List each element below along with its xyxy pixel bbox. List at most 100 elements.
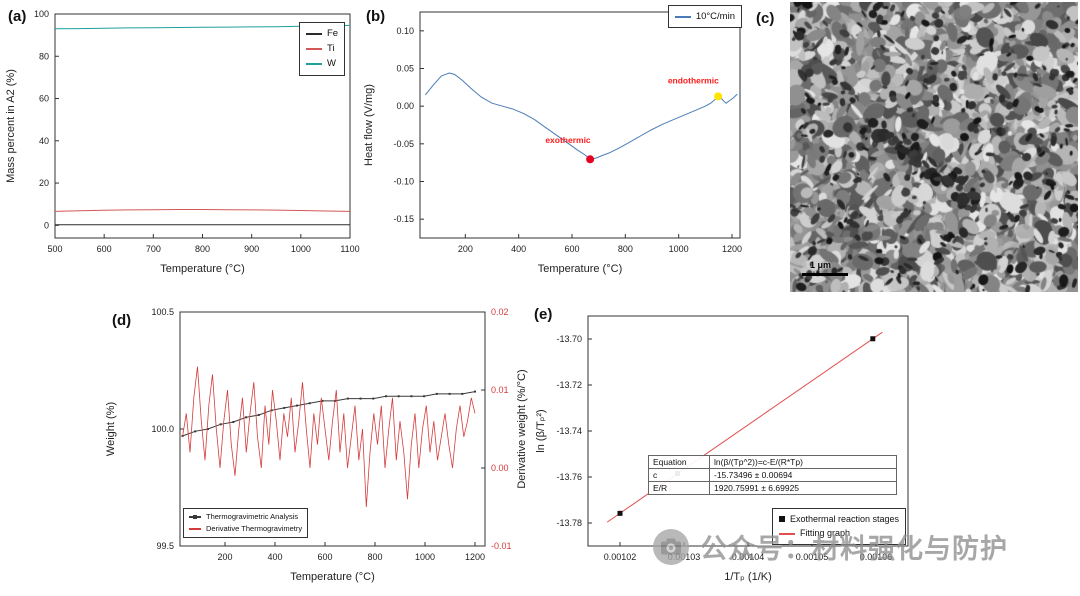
legend-item: Thermogravimetric Analysis bbox=[189, 511, 302, 523]
svg-text:800: 800 bbox=[618, 244, 633, 254]
svg-text:60: 60 bbox=[39, 94, 49, 104]
svg-text:Temperature (°C): Temperature (°C) bbox=[290, 571, 374, 583]
table-cell: -15.73496 ± 0.00694 bbox=[709, 468, 897, 482]
svg-text:0: 0 bbox=[44, 220, 49, 230]
svg-text:-13.74: -13.74 bbox=[556, 426, 582, 436]
legend-panel-e: Exothermal reaction stages Fitting graph bbox=[771, 508, 906, 545]
svg-text:80: 80 bbox=[39, 51, 49, 61]
svg-text:1200: 1200 bbox=[722, 244, 742, 254]
svg-text:1/Tₚ (1/K): 1/Tₚ (1/K) bbox=[724, 571, 772, 583]
svg-text:0.00106: 0.00106 bbox=[860, 552, 893, 562]
legend-marker bbox=[306, 62, 322, 65]
svg-text:-0.01: -0.01 bbox=[491, 541, 512, 551]
legend-item: Exothermal reaction stages bbox=[778, 512, 899, 526]
svg-text:100.5: 100.5 bbox=[151, 307, 174, 317]
svg-text:Weight (%): Weight (%) bbox=[105, 402, 117, 456]
table-cell: ln(β/(Tp^2))=c-E/(R*Tp) bbox=[709, 455, 897, 469]
legend-marker bbox=[778, 532, 795, 535]
micrograph-panel: 1 μm bbox=[790, 2, 1078, 292]
svg-text:0.00: 0.00 bbox=[491, 463, 509, 473]
svg-text:Mass percent in A2 (%): Mass percent in A2 (%) bbox=[5, 69, 17, 183]
panel-b-label: (b) bbox=[366, 8, 386, 25]
legend-marker bbox=[778, 516, 785, 523]
svg-text:exothermic: exothermic bbox=[545, 135, 591, 145]
svg-text:0.10: 0.10 bbox=[396, 26, 414, 36]
scale-bar-line bbox=[802, 273, 848, 276]
legend-marker bbox=[306, 32, 322, 35]
legend-label: Exothermal reaction stages bbox=[789, 514, 899, 524]
legend-item: W bbox=[306, 56, 338, 71]
legend-item: Ti bbox=[306, 41, 338, 56]
legend-marker bbox=[674, 15, 691, 18]
svg-text:20: 20 bbox=[39, 178, 49, 188]
svg-text:100: 100 bbox=[34, 9, 49, 19]
legend-label: Thermogravimetric Analysis bbox=[206, 512, 299, 521]
watermark-text: 公众号：材料强化与防护 bbox=[700, 534, 1008, 564]
chart-d-thermogravimetry: 200 400 600 800 1000 1200 99.5 100.0 100.5 -0.01 0… bbox=[105, 307, 528, 583]
panel-c-label: (c) bbox=[756, 10, 775, 27]
svg-text:200: 200 bbox=[217, 552, 232, 562]
svg-text:0.00: 0.00 bbox=[396, 101, 414, 111]
table-cell: c bbox=[648, 468, 710, 482]
legend-item: Fe bbox=[306, 26, 338, 41]
legend-label: Fitting graph bbox=[799, 528, 850, 539]
chart-a-mass-percent: 500 600 700 800 900 1000 1100 0 20 40 60 80 100 Tempe… bbox=[5, 9, 360, 275]
svg-text:400: 400 bbox=[267, 552, 282, 562]
svg-text:600: 600 bbox=[564, 244, 579, 254]
table-row: Equation ln(β/(Tp^2))=c-E/(R*Tp) bbox=[648, 455, 897, 469]
svg-text:200: 200 bbox=[458, 244, 473, 254]
svg-text:-0.05: -0.05 bbox=[393, 139, 414, 149]
svg-text:ln (β/Tₚ²): ln (β/Tₚ²) bbox=[535, 409, 547, 452]
legend-item: Fitting graph bbox=[778, 526, 899, 540]
chart-b-heat-flow: 200 400 600 800 1000 1200 -0.15 -0.10 -0.05 0.00 0… bbox=[363, 11, 742, 275]
svg-text:40: 40 bbox=[39, 136, 49, 146]
legend-item: 10°C/min bbox=[674, 9, 735, 24]
svg-text:0.00105: 0.00105 bbox=[796, 552, 829, 562]
scale-bar: 1 μm bbox=[802, 260, 848, 276]
table-row: c -15.73496 ± 0.00694 bbox=[648, 468, 897, 482]
svg-text:1000: 1000 bbox=[669, 244, 689, 254]
table-cell: Equation bbox=[648, 455, 710, 469]
svg-text:1000: 1000 bbox=[415, 552, 435, 562]
legend-label: Fe bbox=[327, 28, 339, 39]
svg-text:400: 400 bbox=[511, 244, 526, 254]
legend-item: Derivative Thermogravimetry bbox=[189, 523, 302, 535]
svg-text:1100: 1100 bbox=[340, 244, 359, 254]
svg-text:-0.15: -0.15 bbox=[393, 214, 414, 224]
table-row: E/R 1920.75991 ± 6.69925 bbox=[648, 481, 897, 495]
svg-text:600: 600 bbox=[97, 244, 112, 254]
svg-text:0.02: 0.02 bbox=[491, 307, 509, 317]
micrograph-image bbox=[790, 2, 1078, 292]
svg-text:500: 500 bbox=[47, 244, 62, 254]
svg-text:600: 600 bbox=[317, 552, 332, 562]
svg-text:-13.78: -13.78 bbox=[556, 518, 582, 528]
legend-label: 10°C/min bbox=[695, 11, 735, 22]
svg-text:800: 800 bbox=[367, 552, 382, 562]
table-cell: E/R bbox=[648, 481, 710, 495]
svg-text:0.00102: 0.00102 bbox=[604, 552, 637, 562]
svg-text:99.5: 99.5 bbox=[156, 541, 174, 551]
panel-e-label: (e) bbox=[534, 306, 553, 323]
svg-text:-13.76: -13.76 bbox=[556, 472, 582, 482]
svg-text:endothermic: endothermic bbox=[668, 76, 719, 86]
legend-label: Ti bbox=[327, 43, 335, 55]
table-cell: 1920.75991 ± 6.69925 bbox=[709, 481, 897, 495]
svg-text:700: 700 bbox=[146, 244, 161, 254]
svg-text:-13.72: -13.72 bbox=[556, 380, 582, 390]
legend-marker bbox=[189, 528, 201, 530]
scale-bar-label: 1 μm bbox=[810, 260, 832, 270]
legend-marker bbox=[189, 515, 201, 519]
svg-text:-0.10: -0.10 bbox=[393, 177, 414, 187]
panel-d-label: (d) bbox=[112, 312, 132, 329]
camera-icon bbox=[653, 528, 689, 565]
legend-panel-a: Fe Ti W bbox=[299, 22, 346, 76]
fit-parameters-table: Equation ln(β/(Tp^2))=c-E/(R*Tp) c -15.7349… bbox=[648, 455, 897, 495]
svg-text:Heat flow (V/mg): Heat flow (V/mg) bbox=[363, 84, 375, 166]
svg-text:0.00104: 0.00104 bbox=[732, 552, 765, 562]
svg-text:800: 800 bbox=[195, 244, 210, 254]
svg-text:1000: 1000 bbox=[291, 244, 311, 254]
svg-text:1200: 1200 bbox=[465, 552, 485, 562]
svg-text:-13.70: -13.70 bbox=[556, 334, 582, 344]
svg-text:Derivative weight (%/°C): Derivative weight (%/°C) bbox=[516, 369, 528, 488]
